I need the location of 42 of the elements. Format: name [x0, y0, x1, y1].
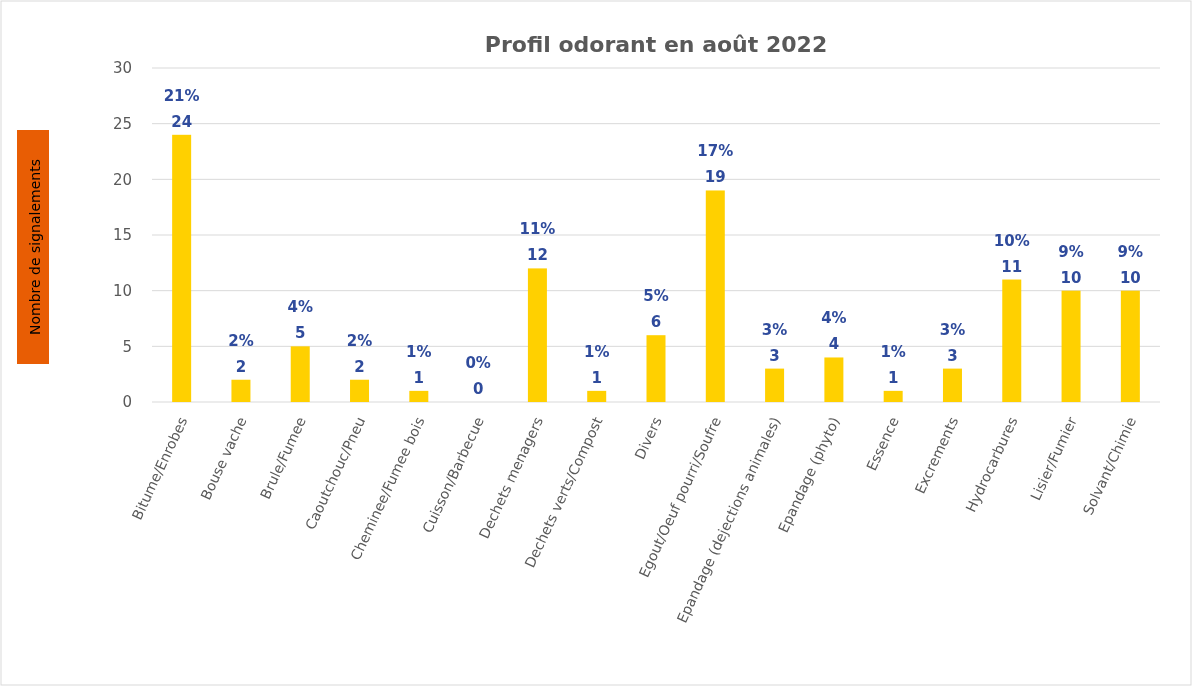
- data-label: 1% 1: [406, 342, 432, 387]
- data-label: 1% 1: [583, 342, 610, 387]
- bar: [1061, 290, 1081, 402]
- bar: [883, 390, 903, 402]
- y-tick-label: 25: [112, 114, 132, 133]
- bar: [646, 335, 666, 402]
- bar: [290, 346, 310, 402]
- bar: [824, 357, 844, 402]
- bar: [350, 379, 370, 402]
- data-label: 2% 2: [228, 331, 254, 376]
- y-tick-label: 15: [112, 226, 132, 245]
- bar: [231, 379, 251, 402]
- y-tick-label: 20: [112, 170, 132, 189]
- bar: [765, 368, 785, 402]
- bar: [409, 390, 429, 402]
- data-label: 21% 24: [163, 86, 200, 131]
- data-label: 2% 2: [346, 331, 373, 376]
- data-label: 17% 19: [697, 142, 734, 187]
- data-label: 3% 3: [939, 320, 966, 365]
- bar: [942, 368, 962, 402]
- data-label: 4% 5: [287, 298, 313, 343]
- bar: [705, 190, 725, 402]
- data-label: 9% 10: [1058, 242, 1084, 287]
- y-axis-title: Nombre de signalements: [27, 159, 43, 335]
- data-label: 3% 3: [761, 320, 788, 365]
- data-label: 9% 10: [1117, 242, 1144, 287]
- bar: [1120, 290, 1140, 402]
- data-label: 4% 4: [821, 309, 847, 354]
- y-tick-label: 0: [122, 393, 132, 412]
- y-tick-label: 5: [122, 337, 132, 356]
- y-tick-label: 10: [112, 281, 132, 300]
- data-label: 1% 1: [880, 342, 906, 387]
- chart-title: Profil odorant en août 2022: [484, 32, 828, 57]
- data-label: 0% 0: [465, 354, 491, 398]
- y-tick-label: 30: [112, 59, 132, 78]
- data-label: 11% 12: [519, 220, 556, 265]
- bar: [1002, 279, 1022, 402]
- data-label: 10% 11: [993, 231, 1030, 276]
- data-label: 5% 6: [643, 287, 669, 332]
- bar: [527, 268, 547, 402]
- bar: [587, 390, 607, 402]
- bar: [172, 134, 192, 402]
